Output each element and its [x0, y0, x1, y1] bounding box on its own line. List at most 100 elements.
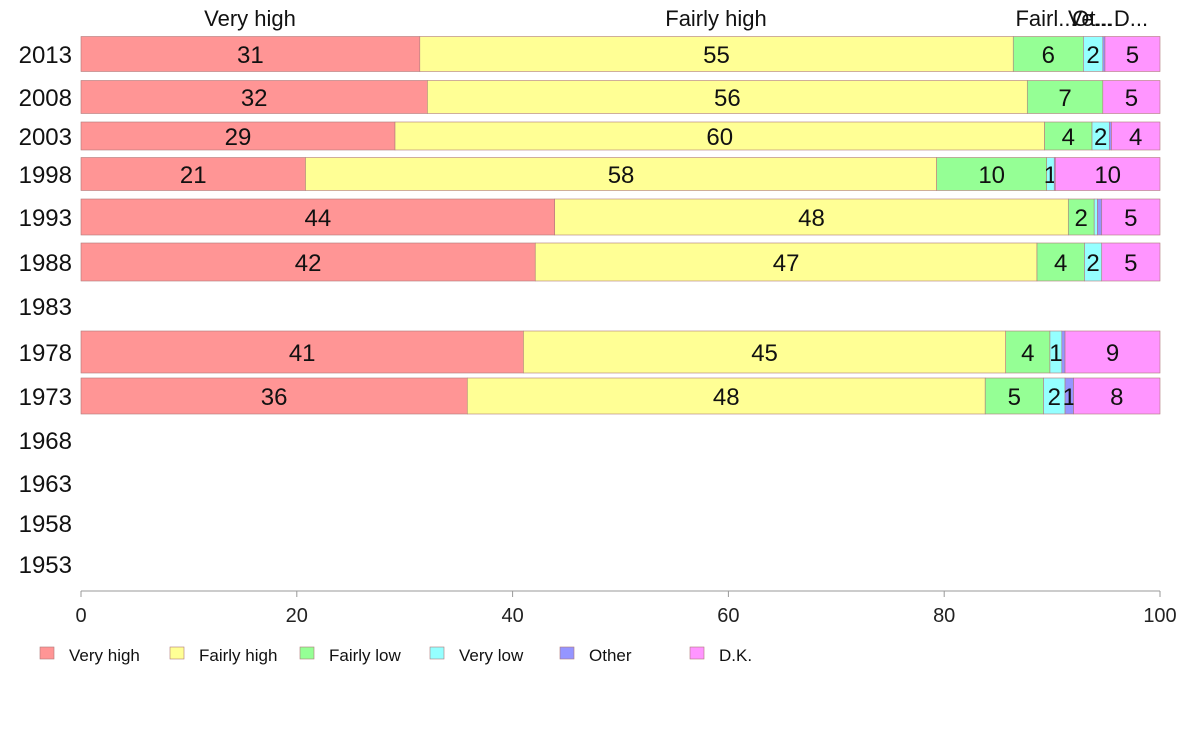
- bar-1978-fairly-high: [523, 330, 1007, 374]
- legend-label-very-low: Very low: [459, 646, 524, 665]
- bar-label-1973-other: 1: [1063, 384, 1076, 411]
- bar-1978-other: [1061, 330, 1066, 374]
- legend-swatch-fairly-low: [299, 646, 315, 660]
- bar-label-1973-very-high: 36: [261, 384, 288, 411]
- x-tick-label-40: 40: [501, 605, 523, 627]
- legend-swatch-fairly-high: [169, 646, 185, 660]
- bar-label-1993-very-high: 44: [304, 205, 331, 232]
- legend-label-other: Other: [589, 646, 632, 665]
- bar-1978-d-k: [1064, 330, 1161, 374]
- bar-label-1978-fairly-high: 45: [751, 340, 778, 367]
- top-labels: Very high Fairly high Fairl...Ve...Ot... D.…: [204, 6, 1148, 31]
- bar-2003-d-k: [1111, 121, 1161, 151]
- bar-1998-fairly-high: [305, 157, 937, 191]
- bar-label-1978-fairly-low: 4: [1021, 340, 1034, 367]
- bar-label-1998-very-high: 21: [180, 162, 207, 189]
- legend-label-very-high: Very high: [69, 646, 140, 665]
- bar-label-2013-very-low: 2: [1086, 42, 1099, 69]
- bar-1973-fairly-high: [466, 377, 986, 415]
- bar-2008-very-high: [80, 80, 428, 114]
- bar-label-2013-fairly-high: 55: [703, 42, 730, 69]
- year-label-1973: 1973: [19, 384, 72, 411]
- year-label-1993: 1993: [19, 205, 72, 232]
- legend: Very high Fairly high Fairly low Very low Ot…: [39, 646, 752, 665]
- year-labels: 2013 2008 2003 1998 1993 1988 1983 1978 1973 1968…: [19, 42, 72, 579]
- bar-1988-very-high: [80, 242, 536, 282]
- year-label-2013: 2013: [19, 42, 72, 69]
- top-label-fairly-high: Fairly high: [665, 6, 766, 31]
- bar-2003-fairly-high: [394, 121, 1045, 151]
- bar-1993-fairly-low: [1067, 198, 1095, 236]
- bar-label-1988-very-high: 42: [295, 250, 322, 277]
- bar-1988-fairly-high: [534, 242, 1038, 282]
- bar-1993-fairly-high: [554, 198, 1069, 236]
- bar-label-2003-very-low: 2: [1094, 124, 1107, 151]
- bar-label-1998-fairly-low: 10: [978, 162, 1005, 189]
- bar-label-1988-d-k: 5: [1124, 250, 1137, 277]
- bar-1973-very-high: [80, 377, 468, 415]
- top-label-d: D...: [1114, 6, 1148, 31]
- year-label-1958: 1958: [19, 511, 72, 538]
- bar-2008-fairly-high: [427, 80, 1028, 114]
- bar-label-2013-very-high: 31: [237, 42, 264, 69]
- bar-1998-d-k: [1055, 157, 1161, 191]
- x-tick-label-20: 20: [286, 605, 308, 627]
- x-tick-label-100: 100: [1143, 605, 1176, 627]
- x-tick-label-80: 80: [933, 605, 955, 627]
- bar-label-1993-fairly-low: 2: [1075, 205, 1088, 232]
- bar-label-1998-very-low: 1: [1044, 162, 1057, 189]
- bar-1993-very-high: [80, 198, 555, 236]
- year-label-1968: 1968: [19, 428, 72, 455]
- bar-2003-very-high: [80, 121, 396, 151]
- year-label-1953: 1953: [19, 552, 72, 579]
- bar-label-2003-d-k: 4: [1129, 124, 1142, 151]
- legend-label-fairly-high: Fairly high: [199, 646, 277, 665]
- bar-label-1998-d-k: 10: [1094, 162, 1121, 189]
- bar-label-1978-very-high: 41: [289, 340, 316, 367]
- bar-label-2013-d-k: 5: [1126, 42, 1139, 69]
- legend-label-fairly-low: Fairly low: [329, 646, 402, 665]
- bar-label-1998-fairly-high: 58: [608, 162, 635, 189]
- year-label-1983: 1983: [19, 294, 72, 321]
- bar-1988-fairly-low: [1036, 242, 1085, 282]
- bar-label-1973-very-low: 2: [1048, 384, 1061, 411]
- top-label-ot: Ot...: [1072, 6, 1114, 31]
- bar-1973-fairly-low: [984, 377, 1044, 415]
- legend-swatch-other: [559, 646, 575, 660]
- bar-2003-fairly-low: [1044, 121, 1093, 151]
- bar-label-2003-very-high: 29: [225, 124, 252, 151]
- bar-2008-d-k: [1102, 80, 1161, 114]
- bar-label-1973-fairly-high: 48: [713, 384, 740, 411]
- year-label-2008: 2008: [19, 85, 72, 112]
- bar-label-2008-d-k: 5: [1125, 85, 1138, 112]
- bar-1993-very-low: [1093, 198, 1098, 236]
- bar-1993-other: [1097, 198, 1103, 236]
- bar-label-2008-very-high: 32: [241, 85, 268, 112]
- bar-label-1988-fairly-high: 47: [773, 250, 800, 277]
- bar-2003-other: [1108, 121, 1112, 151]
- bar-label-1973-d-k: 8: [1110, 384, 1123, 411]
- legend-swatch-very-low: [429, 646, 445, 660]
- x-axis: 0 20 40 60 80 100: [75, 590, 1177, 627]
- bar-2013-other: [1102, 36, 1106, 72]
- bar-1998-fairly-low: [936, 157, 1048, 191]
- bar-label-2008-fairly-low: 7: [1058, 85, 1071, 112]
- bar-1973-d-k: [1073, 377, 1161, 415]
- bar-1988-d-k: [1101, 242, 1161, 282]
- bar-1998-very-high: [80, 157, 306, 191]
- bar-2008-fairly-low: [1026, 80, 1104, 114]
- bar-label-1988-fairly-low: 4: [1054, 250, 1067, 277]
- bar-label-2003-fairly-low: 4: [1062, 124, 1075, 151]
- top-label-ve: Ve...: [1068, 6, 1112, 31]
- bar-label-2013-fairly-low: 6: [1042, 42, 1055, 69]
- x-tick-label-60: 60: [717, 605, 739, 627]
- bar-label-1978-d-k: 9: [1106, 340, 1119, 367]
- bar-label-1993-d-k: 5: [1124, 205, 1137, 232]
- year-label-1998: 1998: [19, 162, 72, 189]
- year-label-1978: 1978: [19, 340, 72, 367]
- top-label-very-high: Very high: [204, 6, 296, 31]
- bar-label-1993-fairly-high: 48: [798, 205, 825, 232]
- bar-1978-fairly-low: [1005, 330, 1051, 374]
